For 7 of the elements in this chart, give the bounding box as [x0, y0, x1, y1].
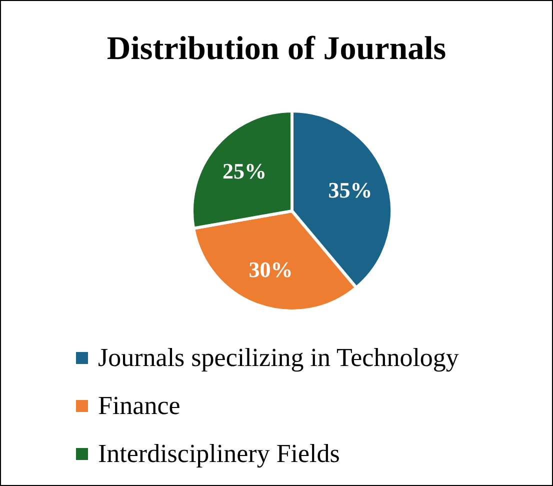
- legend-label: Journals specilizing in Technology: [98, 343, 459, 373]
- data-label: 35%: [328, 177, 372, 202]
- legend-label: Finance: [98, 391, 180, 421]
- data-label: 25%: [222, 158, 267, 184]
- chart-title: Distribution of Journals: [106, 31, 448, 68]
- data-label: 30%: [248, 256, 293, 282]
- legend-label: Interdisciplinery Fields: [98, 439, 340, 469]
